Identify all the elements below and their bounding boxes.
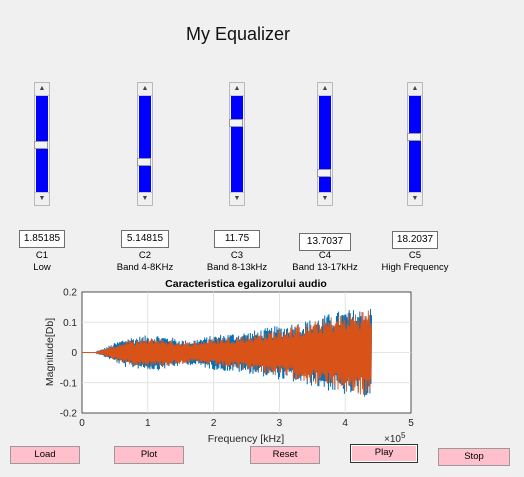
series-group — [82, 309, 373, 397]
slider-c3[interactable]: ▲ ▼ — [229, 82, 245, 206]
y-tick-label: -0.2 — [60, 409, 78, 420]
slider-label-c5: C5 — [408, 250, 422, 261]
slider-c5[interactable]: ▲ ▼ — [407, 82, 423, 206]
slider-track[interactable] — [319, 96, 331, 193]
slider-track[interactable] — [409, 96, 421, 193]
slider-c1[interactable]: ▲ ▼ — [34, 82, 50, 206]
slider-thumb[interactable] — [34, 140, 48, 149]
chevron-down-icon[interactable]: ▼ — [408, 192, 422, 205]
x-tick-label: 2 — [211, 418, 217, 429]
series-line-2 — [95, 310, 372, 395]
y-axis-label: Magnitude[Db] — [44, 318, 56, 386]
chevron-down-icon[interactable]: ▼ — [138, 192, 152, 205]
slider-thumb[interactable] — [317, 168, 331, 177]
slider-label-c1: C1 — [35, 250, 49, 261]
slider-desc-c2: Band 4-8KHz — [116, 262, 174, 273]
load-button[interactable]: Load — [10, 446, 80, 464]
slider-desc-c3: Band 8-13kHz — [206, 262, 268, 273]
slider-desc-c5: High Frequency — [381, 262, 449, 273]
chevron-down-icon[interactable]: ▼ — [35, 192, 49, 205]
value-box-c4[interactable]: 13.7037 — [299, 233, 351, 251]
slider-thumb[interactable] — [229, 119, 243, 128]
value-box-c5[interactable]: 18.2037 — [392, 231, 438, 249]
chevron-up-icon[interactable]: ▲ — [138, 83, 152, 96]
chevron-down-icon[interactable]: ▼ — [318, 192, 332, 205]
slider-desc-c1: Low — [33, 262, 51, 273]
chevron-up-icon[interactable]: ▲ — [230, 83, 244, 96]
chart-title: Caracteristica egalizorului audio — [165, 278, 327, 290]
slider-label-c3: C3 — [230, 250, 244, 261]
reset-button[interactable]: Reset — [250, 446, 320, 464]
slider-thumb[interactable] — [137, 158, 151, 167]
x-axis-label: Frequency [kHz] — [208, 433, 285, 445]
slider-desc-c4: Band 13-17kHz — [292, 262, 358, 273]
x-tick-label: 0 — [79, 418, 85, 429]
chevron-up-icon[interactable]: ▲ — [408, 83, 422, 96]
y-tick-label: 0.1 — [63, 318, 77, 329]
tick-labels: 0 1 2 3 4 5 0.2 0.1 0 -0.1 -0.2 — [60, 288, 414, 430]
y-tick-label: 0 — [71, 348, 77, 359]
y-tick-label: -0.1 — [60, 378, 78, 389]
x-tick-label: 1 — [145, 418, 151, 429]
x-multiplier: ×105 — [384, 431, 406, 445]
x-tick-label: 3 — [277, 418, 283, 429]
slider-track[interactable] — [139, 96, 151, 193]
chevron-up-icon[interactable]: ▲ — [318, 83, 332, 96]
x-tick-label: 5 — [408, 418, 414, 429]
chevron-up-icon[interactable]: ▲ — [35, 83, 49, 96]
window-title: My Equalizer — [185, 24, 291, 44]
value-box-c2[interactable]: 5.14815 — [121, 230, 169, 248]
plot-button[interactable]: Plot — [114, 446, 184, 464]
slider-thumb[interactable] — [407, 133, 421, 142]
stop-button[interactable]: Stop — [438, 448, 510, 466]
x-tick-label: 4 — [342, 418, 348, 429]
play-button[interactable]: Play — [350, 444, 418, 463]
slider-label-c4: C4 — [318, 250, 332, 261]
y-tick-label: 0.2 — [63, 288, 77, 299]
slider-label-c2: C2 — [138, 250, 152, 261]
value-box-c3[interactable]: 11.75 — [214, 230, 260, 248]
slider-c2[interactable]: ▲ ▼ — [137, 82, 153, 206]
chevron-down-icon[interactable]: ▼ — [230, 192, 244, 205]
slider-c4[interactable]: ▲ ▼ — [317, 82, 333, 206]
value-box-c1[interactable]: 1.85185 — [19, 230, 65, 248]
